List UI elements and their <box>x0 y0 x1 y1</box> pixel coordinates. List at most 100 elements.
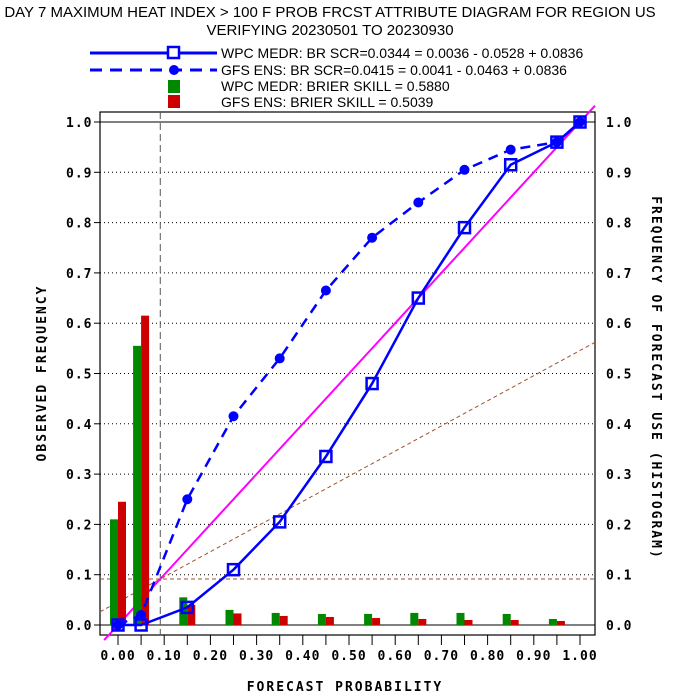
histogram-bar-wpc <box>410 612 419 625</box>
legend-wpc-marker <box>166 45 181 60</box>
legend-wpc-brier-score: WPC MEDR: BR SCR=0.0344 = 0.0036 - 0.052… <box>221 45 583 61</box>
histogram-bar-gfs <box>187 604 196 625</box>
x-tick-label: 0.30 <box>239 649 274 664</box>
legend-gfs-skill-swatch <box>168 95 180 108</box>
chart-title: DAY 7 MAXIMUM HEAT INDEX > 100 F PROB FR… <box>4 4 655 21</box>
perfect-reliability-line <box>103 104 596 641</box>
x-tick-label: 0.70 <box>424 649 459 664</box>
y2-tick-label: 0.4 <box>606 418 632 433</box>
wpc-point <box>457 220 472 235</box>
x-tick-label: 0.10 <box>147 649 182 664</box>
histogram-bar-gfs <box>464 619 473 625</box>
histogram-bar-gfs <box>372 617 381 625</box>
wpc-point <box>180 600 195 615</box>
histogram-bar-wpc <box>225 609 234 625</box>
gfs-point <box>413 197 424 208</box>
histogram-bars <box>110 315 565 625</box>
wpc-point <box>503 158 518 172</box>
x-tick-label: 0.50 <box>331 649 366 664</box>
legend-wpc-brier-skill: WPC MEDR: BRIER SKILL = 0.5880 <box>221 78 450 94</box>
wpc-point <box>272 515 287 529</box>
reference-lines <box>99 104 596 641</box>
histogram-bar-wpc <box>548 618 557 625</box>
histogram-bar-gfs <box>510 619 519 625</box>
gfs-point <box>459 164 470 175</box>
gfs-point <box>505 144 516 155</box>
y2-tick-label: 0.3 <box>606 468 632 483</box>
y2-axis-label: FREQUENCY OF FORECAST USE (HISTOGRAM) <box>648 196 663 560</box>
wpc-point <box>226 562 241 577</box>
histogram-bar-gfs <box>325 616 334 625</box>
histogram-bar-gfs <box>141 315 150 625</box>
wpc-point <box>550 135 564 149</box>
legend: WPC MEDR: BR SCR=0.0344 = 0.0036 - 0.052… <box>90 45 583 110</box>
y2-tick-label: 0.0 <box>606 619 632 634</box>
chart-subtitle: VERIFYING 20230501 TO 20230930 <box>206 22 453 39</box>
y2-tick-label: 0.7 <box>606 267 632 282</box>
x-tick-label: 0.90 <box>516 649 551 664</box>
axis-ticks: 0.0 0.00.1 0.10.2 0.20.3 0.30.4 0.40.5 0.50.6 0… <box>66 116 632 664</box>
y-tick-label: 0.8 <box>66 217 92 232</box>
wpc-point <box>111 618 125 632</box>
histogram-bar-gfs <box>418 618 427 625</box>
gfs-point <box>228 411 239 422</box>
x-axis-label: FORECAST PROBABILITY <box>247 680 444 695</box>
y-tick-label: 0.7 <box>66 267 92 282</box>
y2-tick-label: 0.2 <box>606 518 632 533</box>
histogram-bar-gfs <box>279 615 288 625</box>
y-tick-label: 0.6 <box>66 317 92 332</box>
histogram-bar-gfs <box>233 613 242 625</box>
y2-tick-label: 0.9 <box>606 166 632 181</box>
histogram-bar-wpc <box>179 597 188 625</box>
x-tick-label: 0.20 <box>193 649 228 664</box>
histogram-bar-wpc <box>133 345 142 625</box>
y2-tick-label: 0.1 <box>606 569 632 584</box>
y2-tick-label: 0.5 <box>606 368 632 383</box>
y2-tick-label: 1.0 <box>606 116 632 131</box>
x-tick-label: 0.80 <box>470 649 505 664</box>
y-tick-label: 1.0 <box>66 116 92 131</box>
gfs-point <box>274 353 285 364</box>
y-tick-label: 0.5 <box>66 368 92 383</box>
wpc-point <box>365 376 379 391</box>
reliability-curves <box>111 115 587 632</box>
histogram-bar-wpc <box>456 612 465 625</box>
y-tick-label: 0.9 <box>66 166 92 181</box>
gfs-point <box>320 285 331 296</box>
y-tick-label: 0.3 <box>66 468 92 483</box>
y2-tick-label: 0.8 <box>606 217 632 232</box>
y-tick-label: 0.2 <box>66 518 92 533</box>
wpc-point <box>573 115 587 129</box>
histogram-bar-wpc <box>502 613 511 625</box>
y-tick-label: 0.4 <box>66 418 92 433</box>
no-skill-line <box>99 341 596 613</box>
histogram-bar-gfs <box>556 620 565 625</box>
gfs-point <box>551 137 562 148</box>
gridlines <box>100 121 595 626</box>
legend-wpc-skill-swatch <box>168 80 180 93</box>
y-tick-label: 0.0 <box>66 619 92 634</box>
histogram-bar-wpc <box>317 613 326 625</box>
legend-gfs-brier-skill: GFS ENS: BRIER SKILL = 0.5039 <box>221 94 434 110</box>
wpc-reliability-line <box>118 121 581 627</box>
x-tick-label: 1.00 <box>562 649 597 664</box>
histogram-bar-gfs <box>118 501 126 625</box>
x-tick-label: 0.40 <box>285 649 320 664</box>
legend-gfs-brier-score: GFS ENS: BR SCR=0.0415 = 0.0041 - 0.0463… <box>221 62 567 78</box>
y2-tick-label: 0.6 <box>606 317 632 332</box>
gfs-point <box>136 609 147 620</box>
y-axis-label: OBSERVED FREQUENCY <box>35 285 50 462</box>
y-tick-label: 0.1 <box>66 569 92 584</box>
gfs-point <box>367 232 378 243</box>
histogram-bar-wpc <box>110 519 118 625</box>
gfs-point <box>182 494 193 505</box>
wpc-point <box>319 449 333 464</box>
histogram-bar-wpc <box>364 613 373 625</box>
gfs-point <box>575 117 585 127</box>
x-tick-label: 0.60 <box>378 649 413 664</box>
histogram-bar-wpc <box>271 612 280 625</box>
legend-gfs-marker <box>169 65 179 75</box>
wpc-point <box>411 291 426 305</box>
